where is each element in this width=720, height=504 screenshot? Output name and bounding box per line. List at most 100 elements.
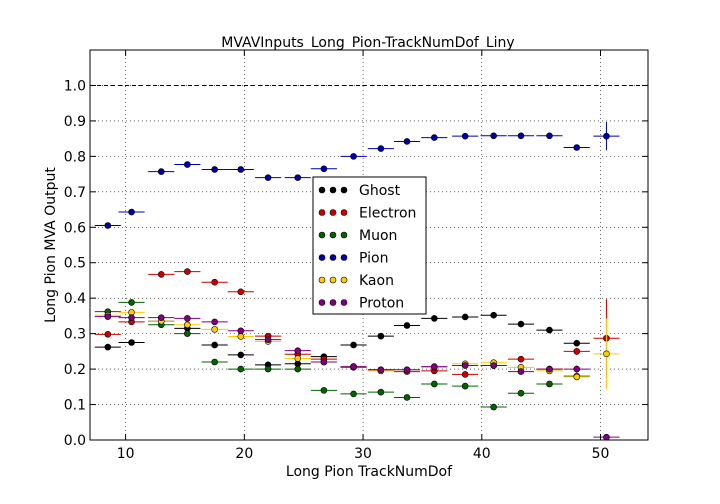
muon-point: [490, 403, 497, 411]
pion-point: [350, 153, 357, 160]
ghost-point: [517, 320, 525, 328]
proton-point: [294, 347, 302, 354]
legend-marker-electron: [329, 209, 337, 216]
data-layer: [94, 121, 620, 441]
legend-label-pion: Pion: [359, 251, 388, 267]
ghost-point: [350, 341, 357, 349]
y-tick-label: 0.5: [64, 256, 86, 272]
legend-box: [312, 176, 427, 315]
y-tick-label: 0.8: [64, 149, 86, 165]
proton-point: [517, 368, 525, 375]
legend-marker-proton: [340, 299, 348, 306]
x-tick-label: 50: [592, 446, 610, 462]
muon-point: [461, 382, 469, 390]
proton-point: [377, 366, 385, 374]
muon-point: [377, 388, 385, 396]
pion-point: [403, 138, 411, 145]
ghost-point: [211, 341, 218, 349]
pion-point: [573, 144, 581, 151]
muon-point: [128, 299, 135, 306]
muon-point: [237, 365, 245, 373]
legend-marker-ghost: [318, 186, 326, 194]
muon-point: [294, 365, 302, 373]
electron-point: [157, 271, 165, 278]
legend-marker-electron: [340, 209, 348, 216]
pion-point: [490, 132, 497, 140]
legend-marker-muon: [318, 231, 326, 239]
proton-point: [128, 314, 135, 321]
series-proton: [94, 313, 620, 441]
legend-marker-kaon: [340, 276, 348, 284]
legend-marker-electron: [318, 209, 326, 216]
legend-label-ghost: Ghost: [359, 183, 401, 199]
proton-point: [157, 314, 165, 321]
pion-point: [128, 208, 135, 216]
proton-point: [211, 318, 218, 326]
proton-point: [490, 362, 497, 369]
pion-point: [157, 168, 165, 175]
electron-point: [461, 371, 469, 378]
electron-point: [573, 348, 581, 355]
pion-point: [377, 145, 385, 152]
y-tick-label: 0.3: [64, 327, 86, 343]
ghost-point: [377, 332, 385, 340]
proton-point: [264, 336, 272, 343]
pion-point: [603, 132, 610, 140]
muon-point: [517, 389, 525, 397]
muon-point: [264, 365, 272, 373]
x-tick-label: 30: [354, 446, 372, 462]
electron-point: [211, 278, 218, 286]
legend-label-kaon: Kaon: [359, 273, 394, 289]
pion-point: [294, 174, 302, 181]
electron-point: [237, 288, 245, 296]
pion-point: [237, 166, 245, 173]
y-tick-label: 0.7: [64, 185, 86, 201]
legend-marker-pion: [329, 254, 337, 261]
legend-marker-ghost: [329, 186, 337, 194]
tick-label-layer: 0.0 0.1 0.2 0.3 0.4 0.5 0.6 0.7 0.8 0.9 1.0 10 20 30 4…: [64, 78, 610, 462]
proton-point: [104, 313, 112, 320]
y-tick-label: 0.1: [64, 398, 86, 414]
muon-point: [430, 380, 438, 388]
ghost-point: [430, 315, 438, 322]
plot-frame: [89, 49, 649, 441]
muon-point: [320, 387, 328, 394]
legend-marker-proton: [318, 299, 326, 306]
x-tick-label: 40: [473, 446, 491, 462]
proton-point: [403, 366, 411, 374]
kaon-point: [603, 350, 610, 358]
pion-point: [546, 132, 553, 140]
series-pion: [94, 121, 620, 229]
pion-point: [517, 132, 525, 140]
muon-point: [403, 394, 411, 401]
muon-point: [184, 330, 191, 337]
proton-point: [430, 363, 438, 370]
y-tick-label: 0.9: [64, 114, 86, 130]
pion-point: [430, 134, 438, 141]
muon-point: [350, 390, 357, 398]
ghost-point: [546, 326, 553, 334]
ghost-point: [237, 351, 245, 359]
muon-point: [546, 380, 553, 388]
y-axis-label: Long Pion MVA Output: [43, 167, 59, 323]
pion-point: [211, 166, 218, 173]
ghost-point: [128, 339, 135, 346]
x-axis-label: Long Pion TrackNumDof: [286, 464, 453, 480]
ghost-point: [403, 322, 411, 329]
legend-label-electron: Electron: [359, 206, 416, 222]
legend-marker-pion: [340, 254, 348, 261]
legend-marker-muon: [340, 231, 348, 239]
kaon-point: [237, 333, 245, 340]
ghost-point: [490, 311, 497, 319]
proton-point: [320, 358, 328, 366]
kaon-point: [573, 373, 581, 381]
legend-marker-kaon: [329, 276, 337, 284]
pion-point: [320, 165, 328, 173]
pion-point: [104, 222, 112, 229]
tick-layer: [90, 50, 648, 441]
y-tick-label: 0.4: [64, 291, 86, 307]
legend: Ghost Electron Muon Pion Kaon Proton: [312, 176, 427, 315]
legend-marker-pion: [318, 254, 326, 261]
legend-marker-kaon: [318, 276, 326, 284]
proton-point: [184, 315, 191, 322]
